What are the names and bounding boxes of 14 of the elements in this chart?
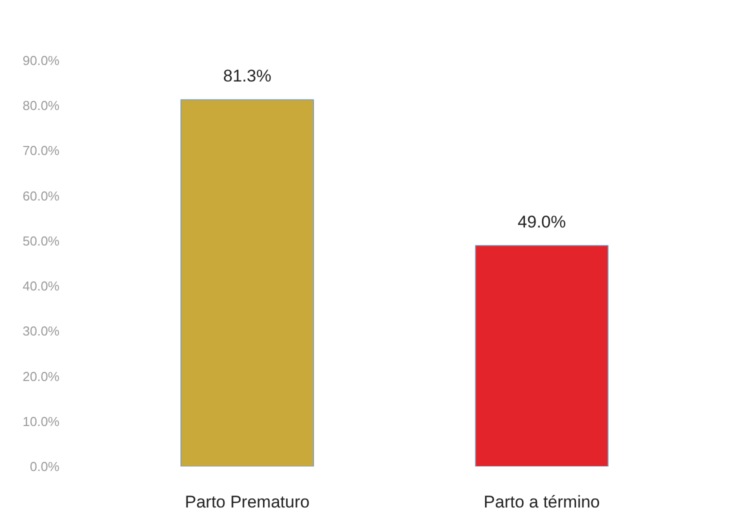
y-tick-label: 30.0% — [22, 324, 60, 339]
x-tick-label: Parto Prematuro — [184, 492, 310, 512]
y-tick-label: 70.0% — [22, 143, 60, 158]
y-tick-label: 90.0% — [22, 53, 60, 68]
y-tick-label: 20.0% — [22, 368, 60, 384]
data-label: 49.0% — [518, 212, 566, 232]
x-tick-label: Parto a término — [484, 492, 600, 512]
y-tick-label: 50.0% — [22, 233, 60, 248]
y-tick-label: 0.0% — [30, 459, 60, 474]
y-tick-label: 10.0% — [22, 414, 60, 429]
y-tick-label: 80.0% — [22, 98, 60, 114]
y-tick-label: 40.0% — [22, 278, 60, 294]
data-label: 81.3% — [223, 66, 272, 86]
y-tick-label: 60.0% — [22, 188, 60, 204]
